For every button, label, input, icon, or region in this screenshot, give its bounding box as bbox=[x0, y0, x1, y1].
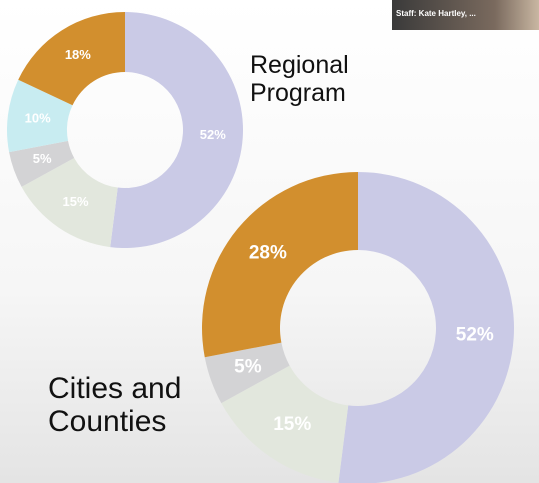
data-label: 18% bbox=[65, 47, 91, 62]
chart-title: Regional Program bbox=[250, 52, 370, 107]
data-label: 52% bbox=[200, 127, 226, 142]
data-label: 15% bbox=[273, 414, 311, 435]
data-label: 52% bbox=[456, 324, 494, 345]
data-label: 5% bbox=[234, 357, 262, 378]
data-label: 15% bbox=[63, 194, 89, 209]
data-label: 28% bbox=[249, 242, 287, 263]
chart-title: Cities and Counties bbox=[48, 372, 223, 438]
data-label: 5% bbox=[33, 151, 52, 166]
participant-name: Staff: Kate Hartley, ... bbox=[396, 9, 476, 18]
slide: 52% 15% 5% 10% 18% 52% 15% 5% 28% Regional Progr… bbox=[0, 0, 539, 483]
video-thumbnail: Staff: Kate Hartley, ... bbox=[392, 0, 539, 30]
data-label: 10% bbox=[25, 110, 51, 125]
donut-segment bbox=[202, 172, 358, 357]
